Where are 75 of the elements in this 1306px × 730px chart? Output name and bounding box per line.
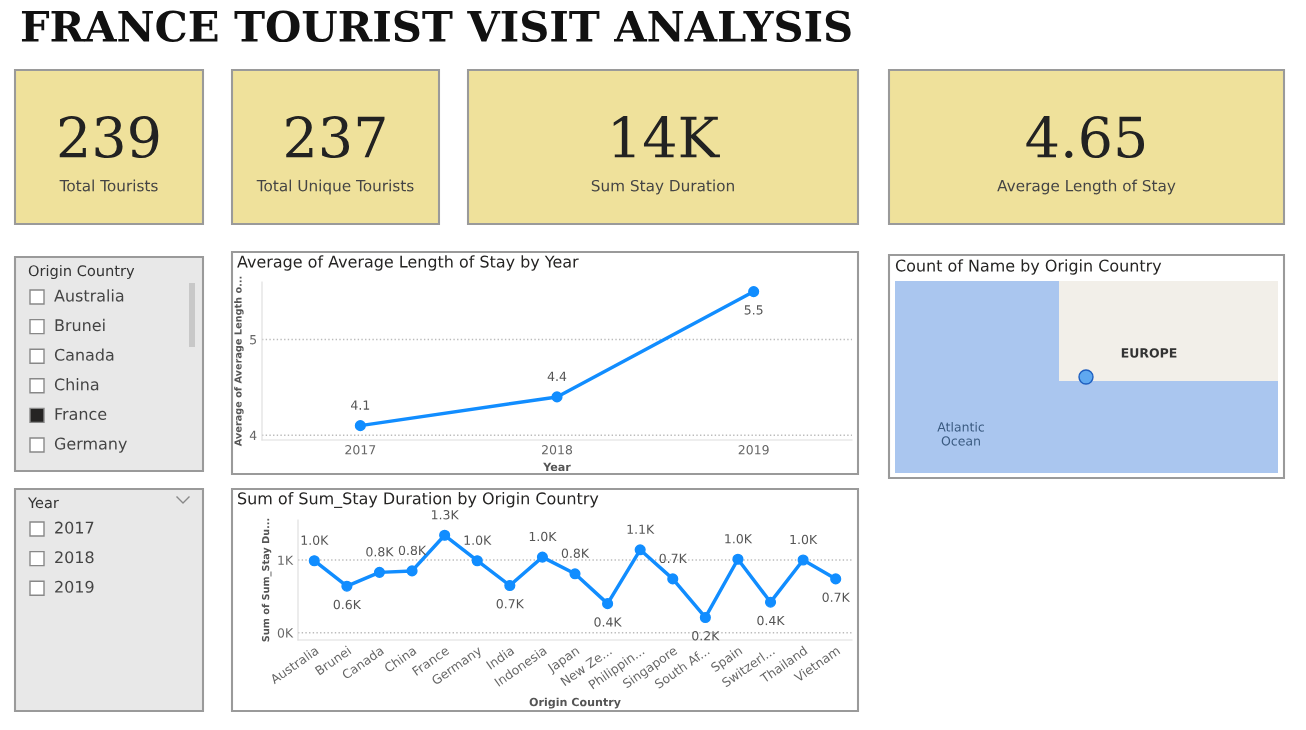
- category-label: 2019: [55, 580, 94, 593]
- category-label: Canada: [54, 348, 114, 361]
- data-label: 0.8K: [366, 547, 394, 557]
- data-label: 0.8K: [561, 548, 590, 558]
- data-label: 0.4K: [594, 617, 622, 627]
- data-label: 0.6K: [333, 599, 362, 610]
- data-label: 5.5: [744, 305, 763, 315]
- data-label: 0.8K: [398, 545, 427, 556]
- chart-title: Average of Average Length of Stay by Year: [237, 255, 579, 271]
- data-label: 0.7K: [822, 592, 851, 602]
- text: 237: [286, 116, 385, 159]
- data-label: 0.7K: [496, 599, 525, 609]
- chart-title: Sum of Sum_Stay Duration by Origin Country: [238, 492, 599, 508]
- data-label: 1.0K: [790, 534, 818, 545]
- y-tick-label: 4: [249, 430, 257, 440]
- text: 239: [59, 116, 159, 159]
- point: [830, 573, 842, 585]
- text: FRANCE TOURIST VISIT ANALYSIS: [21, 10, 851, 43]
- point: [634, 544, 646, 556]
- point: [471, 555, 483, 567]
- category-label: Australia: [54, 289, 124, 302]
- data-label: 1.0K: [301, 535, 329, 545]
- point: [797, 554, 809, 566]
- data-label: 1.0K: [725, 534, 753, 544]
- text: 14K: [613, 116, 720, 158]
- data-label: 0.4K: [757, 615, 785, 626]
- point: [667, 573, 679, 585]
- category-label: Brunei: [55, 318, 105, 332]
- data-label: 0.2K: [692, 631, 720, 641]
- data-label: 1.1K: [627, 524, 655, 534]
- point: [569, 568, 581, 580]
- point: [536, 551, 548, 563]
- x-tick-label: 2018: [542, 445, 573, 455]
- category-label: China: [54, 378, 99, 391]
- text: Origin Country: [28, 264, 135, 280]
- point: [406, 565, 418, 577]
- data-label: 4.4: [547, 371, 567, 381]
- x-axis-title: Origin Country: [529, 697, 621, 709]
- point: [504, 579, 516, 592]
- point: [354, 420, 366, 432]
- category-label: France: [55, 408, 107, 421]
- category-label: 2017: [55, 521, 94, 534]
- point: [308, 555, 320, 567]
- point: [699, 611, 711, 624]
- text: EUROPE: [1121, 348, 1177, 358]
- text: Count of Name by Origin Country: [895, 259, 1162, 275]
- x-tick-label: 2019: [738, 445, 769, 455]
- text: 4.65: [1026, 116, 1145, 159]
- y-tick-label: 1K: [278, 555, 294, 565]
- y-tick-label: 5: [250, 335, 257, 345]
- y-tick-label: 0K: [277, 628, 294, 638]
- point: [602, 598, 614, 610]
- point: [748, 286, 760, 298]
- point: [373, 566, 386, 578]
- data-label: 0.7K: [659, 553, 688, 564]
- text: Total Unique Tourists: [256, 179, 414, 195]
- y-axis-title: Sum of Sum_Stay Du...: [261, 518, 272, 642]
- data-label: 1.0K: [529, 531, 557, 542]
- data-label: 1.3K: [431, 510, 459, 520]
- category-label: 2018: [55, 551, 94, 564]
- point: [732, 553, 744, 565]
- point: [439, 529, 451, 541]
- text: Average Length of Stay: [997, 179, 1176, 195]
- text: Total Tourists: [59, 179, 158, 192]
- data-label: 1.0K: [464, 535, 492, 545]
- text: Atlantic Ocean: [937, 421, 984, 446]
- point: [551, 391, 563, 403]
- text: Sum Stay Duration: [591, 179, 734, 195]
- point: [764, 596, 777, 608]
- y-axis-title: Average of Average Length o...: [234, 276, 244, 447]
- x-axis-title: Year: [543, 462, 571, 472]
- x-tick-label: 2017: [345, 445, 376, 455]
- point: [341, 580, 353, 592]
- text: Year: [27, 497, 59, 509]
- data-label: 4.1: [351, 400, 370, 410]
